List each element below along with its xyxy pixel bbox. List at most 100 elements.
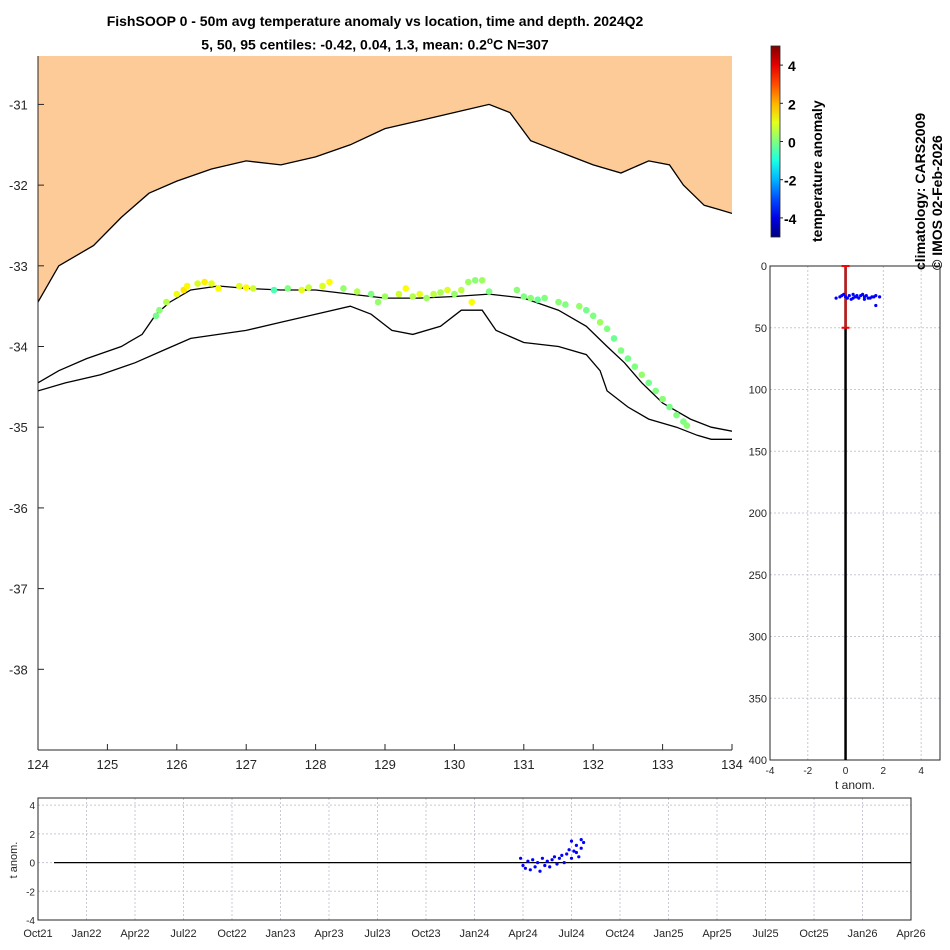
map-data-point xyxy=(589,312,597,320)
ts-x-tick-label: Jan22 xyxy=(72,928,102,940)
ts-data-point xyxy=(555,862,559,866)
ts-data-point xyxy=(548,865,552,869)
depth-data-point xyxy=(861,292,865,296)
depth-data-point xyxy=(840,294,844,298)
map-data-point xyxy=(409,293,417,300)
map-data-point xyxy=(156,306,163,314)
depth-data-point xyxy=(851,292,855,296)
map-data-point xyxy=(201,278,208,286)
ts-data-point xyxy=(579,838,583,842)
ts-data-point xyxy=(523,866,528,870)
map-y-tick-label: -38 xyxy=(9,662,28,677)
map-data-point xyxy=(298,286,306,294)
ts-x-tick-label: Apr26 xyxy=(896,928,925,940)
ts-data-point xyxy=(533,865,537,869)
map-x-tick-label: 130 xyxy=(444,757,466,772)
depth-y-tick-label: 50 xyxy=(755,323,767,335)
map-data-point xyxy=(534,296,541,304)
map-x-tick-label: 125 xyxy=(97,757,119,772)
map-data-point xyxy=(249,285,257,292)
colorbar xyxy=(770,45,781,238)
depth-y-tick-label: 0 xyxy=(761,261,767,273)
ts-data-point xyxy=(565,852,569,856)
ts-data-point xyxy=(538,869,542,873)
map-data-point xyxy=(471,277,479,284)
depth-data-point xyxy=(847,294,851,298)
ts-data-point xyxy=(545,859,549,863)
depth-x-label: t anom. xyxy=(835,778,875,792)
ts-x-tick-label: Oct21 xyxy=(23,928,52,940)
ts-data-point xyxy=(526,859,530,863)
depth-data-point xyxy=(855,294,859,298)
depth-data-point xyxy=(872,295,876,299)
map-data-point xyxy=(437,289,444,296)
ts-data-point xyxy=(572,849,576,853)
map-data-point xyxy=(617,347,625,354)
map-data-point xyxy=(305,284,313,291)
map-x-tick-label: 128 xyxy=(305,757,327,772)
ts-data-point xyxy=(567,848,571,852)
ts-data-point xyxy=(560,853,564,858)
depth-y-tick-label: 350 xyxy=(749,693,767,705)
ts-y-tick-label: -2 xyxy=(26,887,35,898)
ts-x-tick-label: Jul23 xyxy=(364,928,390,940)
map-data-point xyxy=(326,278,333,286)
depth-y-tick-label: 100 xyxy=(749,385,767,397)
coastline xyxy=(38,103,732,303)
map-data-point xyxy=(458,286,465,294)
map-data-point xyxy=(430,290,437,298)
map-data-point xyxy=(444,286,451,294)
map-data-point xyxy=(583,306,590,314)
ts-data-point xyxy=(562,861,566,865)
ts-x-tick-label: Apr23 xyxy=(314,928,343,940)
map-data-point xyxy=(451,290,458,298)
ts-data-point xyxy=(577,855,581,859)
map-data-point xyxy=(527,294,534,302)
ts-data-point xyxy=(540,856,545,860)
map-y-tick-label: -33 xyxy=(9,259,28,274)
ts-data-point xyxy=(519,856,523,860)
map-data-point xyxy=(163,298,170,306)
ts-x-tick-label: Apr24 xyxy=(508,928,537,940)
ts-y-tick-label: 0 xyxy=(29,859,35,870)
map-data-point xyxy=(173,290,181,298)
map-data-point xyxy=(395,290,403,298)
ts-y-tick-label: 4 xyxy=(29,801,35,812)
ts-data-point xyxy=(543,863,547,868)
depth-y-tick-label: 250 xyxy=(749,570,767,582)
map-data-point xyxy=(423,294,430,302)
depth-y-tick-label: 200 xyxy=(749,508,767,520)
map-data-point xyxy=(603,325,611,333)
ts-x-tick-label: Jan26 xyxy=(848,928,878,940)
map-data-point xyxy=(353,288,361,295)
depth-x-tick-label: 0 xyxy=(843,766,849,777)
map-data-point xyxy=(402,285,410,292)
ts-y-tick-label: -4 xyxy=(26,916,35,927)
colorbar-tick-label: 4 xyxy=(788,58,796,74)
map-x-tick-label: 133 xyxy=(652,757,674,772)
ts-data-point xyxy=(582,840,586,845)
map-x-tick-label: 129 xyxy=(374,757,396,772)
map-data-point xyxy=(485,288,493,295)
depth-x-tick-label: 2 xyxy=(881,766,887,777)
map-x-tick-label: 126 xyxy=(166,757,188,772)
map-data-point xyxy=(610,335,618,342)
map-y-tick-label: -35 xyxy=(9,420,28,435)
depth-data-point xyxy=(868,296,872,300)
map-data-point xyxy=(468,298,476,306)
ts-x-tick-label: Oct23 xyxy=(411,928,440,940)
map-x-tick-label: 127 xyxy=(235,757,257,772)
map-data-point xyxy=(652,387,659,395)
map-data-point xyxy=(374,298,382,306)
ts-x-tick-label: Jul25 xyxy=(752,928,778,940)
map-data-point xyxy=(513,286,521,294)
depth-data-point xyxy=(849,297,853,301)
ts-data-point xyxy=(531,858,535,862)
map-data-point xyxy=(208,280,215,287)
ts-y-label: t anom. xyxy=(8,842,20,879)
depth-x-tick-label: 4 xyxy=(918,766,924,777)
ts-x-tick-label: Apr22 xyxy=(120,928,149,940)
depth-x-tick-label: -2 xyxy=(803,766,812,777)
chart-title: FishSOOP 0 - 50m avg temperature anomaly… xyxy=(106,13,644,29)
ts-x-tick-label: Oct24 xyxy=(605,928,634,940)
